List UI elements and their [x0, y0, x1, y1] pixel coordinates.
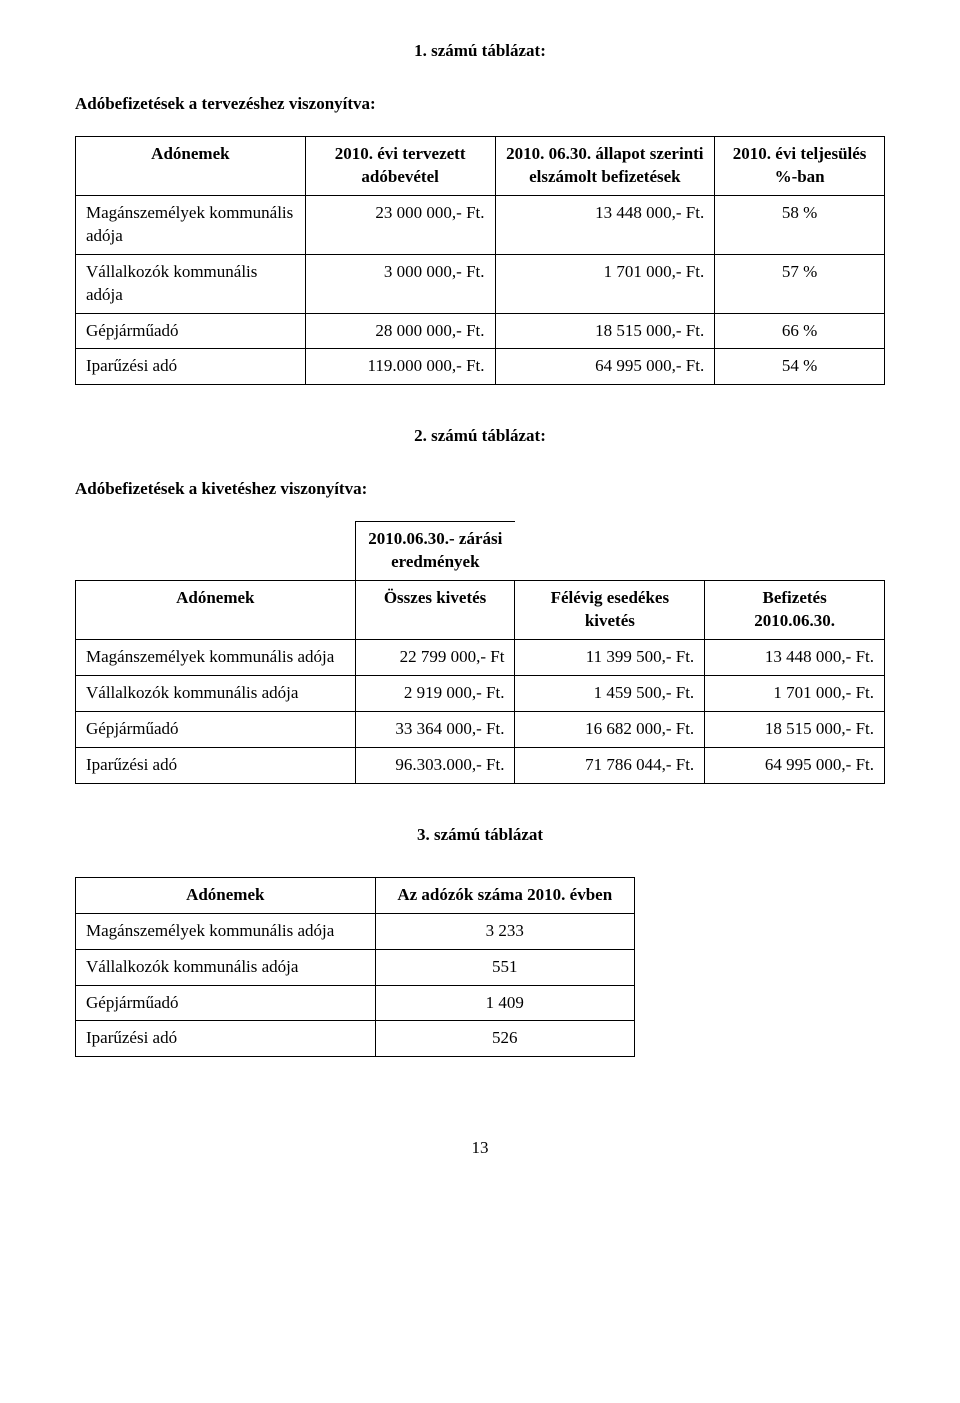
- cell: 96.303.000,- Ft.: [355, 747, 515, 783]
- cell: 33 364 000,- Ft.: [355, 711, 515, 747]
- col-header-line1: Befizetés: [763, 588, 827, 607]
- cell: 526: [375, 1021, 634, 1057]
- table1: Adónemek 2010. évi tervezett adóbevétel …: [75, 136, 885, 386]
- cell: Magánszemélyek kommunális adója: [76, 195, 306, 254]
- table-row: Magánszemélyek kommunális adója 23 000 0…: [76, 195, 885, 254]
- col-header: Félévig esedékes kivetés: [515, 581, 705, 640]
- col-header: Összes kivetés: [355, 581, 515, 640]
- cell: 54 %: [715, 349, 885, 385]
- cell: Magánszemélyek kommunális adója: [76, 640, 356, 676]
- cell: Iparűzési adó: [76, 1021, 376, 1057]
- col-header: 2010. évi teljesülés %-ban: [715, 136, 885, 195]
- table-row: Vállalkozók kommunális adója 3 000 000,-…: [76, 254, 885, 313]
- col-header: 2010. 06.30. állapot szerinti elszámolt …: [495, 136, 715, 195]
- table3-caption: 3. számú táblázat: [75, 824, 885, 847]
- cell: 3 000 000,- Ft.: [305, 254, 495, 313]
- cell: 57 %: [715, 254, 885, 313]
- blank-cell: [705, 522, 885, 581]
- table2-section: Adóbefizetések a kivetéshez viszonyítva:: [75, 478, 885, 501]
- cell: 18 515 000,- Ft.: [705, 711, 885, 747]
- col-header: Az adózók száma 2010. évben: [375, 877, 634, 913]
- col-header-line2: 2010.06.30.: [754, 611, 835, 630]
- col-header: Adónemek: [76, 581, 356, 640]
- cell: Vállalkozók kommunális adója: [76, 949, 376, 985]
- cell: 1 459 500,- Ft.: [515, 675, 705, 711]
- table3: Adónemek Az adózók száma 2010. évben Mag…: [75, 877, 635, 1058]
- cell: 71 786 044,- Ft.: [515, 747, 705, 783]
- col-header: 2010.06.30.- zárási eredmények: [355, 522, 515, 581]
- table-row: Adónemek Az adózók száma 2010. évben: [76, 877, 635, 913]
- table2: 2010.06.30.- zárási eredmények Adónemek …: [75, 521, 885, 784]
- cell: 23 000 000,- Ft.: [305, 195, 495, 254]
- table1-caption: 1. számú táblázat:: [75, 40, 885, 63]
- table-row: Adónemek Összes kivetés Félévig esedékes…: [76, 581, 885, 640]
- table-row: Magánszemélyek kommunális adója 22 799 0…: [76, 640, 885, 676]
- cell: 16 682 000,- Ft.: [515, 711, 705, 747]
- table-row: 2010.06.30.- zárási eredmények: [76, 522, 885, 581]
- cell: 2 919 000,- Ft.: [355, 675, 515, 711]
- cell: Vállalkozók kommunális adója: [76, 675, 356, 711]
- cell: 551: [375, 949, 634, 985]
- table-row: Gépjárműadó 1 409: [76, 985, 635, 1021]
- cell: 1 701 000,- Ft.: [705, 675, 885, 711]
- table-row: Magánszemélyek kommunális adója 3 233: [76, 913, 635, 949]
- table-row: Iparűzési adó 526: [76, 1021, 635, 1057]
- cell: 11 399 500,- Ft.: [515, 640, 705, 676]
- blank-cell: [515, 522, 705, 581]
- col-header: Adónemek: [76, 877, 376, 913]
- cell: Magánszemélyek kommunális adója: [76, 913, 376, 949]
- table-row: Adónemek 2010. évi tervezett adóbevétel …: [76, 136, 885, 195]
- table-row: Vállalkozók kommunális adója 551: [76, 949, 635, 985]
- cell: 3 233: [375, 913, 634, 949]
- cell: 1 409: [375, 985, 634, 1021]
- col-header: 2010. évi tervezett adóbevétel: [305, 136, 495, 195]
- cell: Gépjárműadó: [76, 711, 356, 747]
- cell: Vállalkozók kommunális adója: [76, 254, 306, 313]
- table1-section: Adóbefizetések a tervezéshez viszonyítva…: [75, 93, 885, 116]
- cell: Iparűzési adó: [76, 349, 306, 385]
- col-header: Adónemek: [76, 136, 306, 195]
- table-row: Gépjárműadó 33 364 000,- Ft. 16 682 000,…: [76, 711, 885, 747]
- cell: Gépjárműadó: [76, 313, 306, 349]
- table-row: Iparűzési adó 96.303.000,- Ft. 71 786 04…: [76, 747, 885, 783]
- cell: 119.000 000,- Ft.: [305, 349, 495, 385]
- col-header: Befizetés 2010.06.30.: [705, 581, 885, 640]
- cell: 66 %: [715, 313, 885, 349]
- cell: 18 515 000,- Ft.: [495, 313, 715, 349]
- cell: Gépjárműadó: [76, 985, 376, 1021]
- table-row: Vállalkozók kommunális adója 2 919 000,-…: [76, 675, 885, 711]
- cell: 58 %: [715, 195, 885, 254]
- table-row: Gépjárműadó 28 000 000,- Ft. 18 515 000,…: [76, 313, 885, 349]
- cell: 64 995 000,- Ft.: [495, 349, 715, 385]
- cell: 28 000 000,- Ft.: [305, 313, 495, 349]
- cell: 22 799 000,- Ft: [355, 640, 515, 676]
- cell: 64 995 000,- Ft.: [705, 747, 885, 783]
- table2-caption: 2. számú táblázat:: [75, 425, 885, 448]
- cell: Iparűzési adó: [76, 747, 356, 783]
- cell: 13 448 000,- Ft.: [705, 640, 885, 676]
- table-row: Iparűzési adó 119.000 000,- Ft. 64 995 0…: [76, 349, 885, 385]
- cell: 1 701 000,- Ft.: [495, 254, 715, 313]
- cell: 13 448 000,- Ft.: [495, 195, 715, 254]
- page-number: 13: [75, 1137, 885, 1160]
- blank-cell: [76, 522, 356, 581]
